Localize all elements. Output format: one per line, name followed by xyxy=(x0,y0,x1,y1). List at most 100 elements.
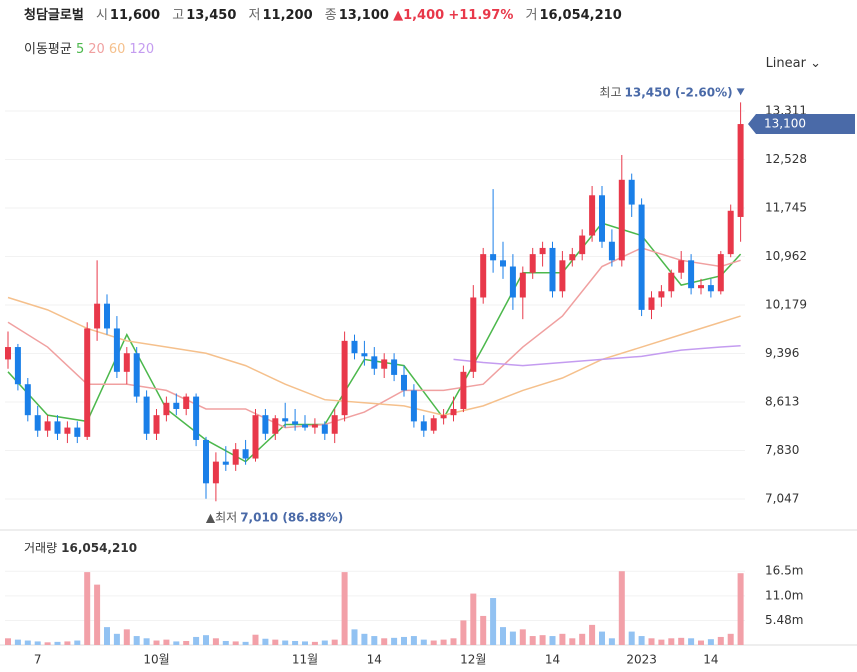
volume-bar xyxy=(727,633,734,645)
volume-bar xyxy=(361,633,368,645)
candle-body xyxy=(420,421,427,431)
volume-bar xyxy=(391,637,398,645)
high-note-text: 13,450 (-2.60%) xyxy=(625,85,733,99)
y-tick-label: 13,311 xyxy=(765,103,807,117)
candle-body xyxy=(74,427,81,437)
volume-bar xyxy=(163,639,170,645)
volume-bar xyxy=(668,638,675,645)
candle-body xyxy=(727,210,734,255)
y-tick-label: 8,613 xyxy=(765,394,799,408)
volume-bar xyxy=(371,636,378,645)
candle-body xyxy=(628,179,635,205)
y-tick-label: 7,047 xyxy=(765,491,799,505)
volume-bar xyxy=(173,641,180,645)
candle-body xyxy=(490,254,497,261)
volume-bar xyxy=(54,641,61,645)
candle-body xyxy=(569,254,576,261)
volume-bar xyxy=(648,638,655,645)
legend-entry: 5 xyxy=(75,42,85,57)
volume-bar xyxy=(34,641,41,645)
volume-bar xyxy=(44,642,51,645)
candle-body xyxy=(133,353,140,397)
x-tick-label: 10월 xyxy=(143,653,169,667)
y-tick-label: 5.48m xyxy=(765,613,803,627)
volume-bar xyxy=(64,641,71,645)
candle-body xyxy=(113,328,120,372)
field-label: 시 xyxy=(95,8,108,23)
volume-bar xyxy=(638,636,645,645)
volume-bar xyxy=(519,629,526,645)
candle-body xyxy=(331,415,338,434)
volume-bar xyxy=(94,584,101,645)
y-tick-label: 12,528 xyxy=(765,152,807,166)
candle-body xyxy=(351,340,358,354)
volume-bar xyxy=(212,638,219,645)
candle-body xyxy=(589,195,596,236)
volume-bar xyxy=(698,640,704,645)
candle-body xyxy=(460,371,467,409)
candle-body xyxy=(648,297,655,310)
candle-body xyxy=(579,235,586,255)
x-tick-label: 14 xyxy=(545,653,560,667)
volume-bar xyxy=(183,640,190,645)
volume-bar xyxy=(549,636,556,645)
x-tick-label: 11월 xyxy=(292,653,318,667)
candle-body xyxy=(717,254,724,292)
volume-bar xyxy=(143,638,150,645)
volume-bar xyxy=(351,629,358,645)
volume-bar xyxy=(113,633,120,645)
volume-bar xyxy=(608,638,615,645)
candle-body xyxy=(678,260,685,273)
candle-body xyxy=(519,272,526,298)
candle-body xyxy=(658,291,665,298)
volume-bar xyxy=(14,639,21,645)
volume-bar xyxy=(84,572,91,645)
candle-body xyxy=(381,359,388,369)
scale-select[interactable]: Linear ⌄ xyxy=(765,56,821,71)
high-note: 최고 13,450 (-2.60%) xyxy=(599,85,732,99)
legend-entry: 20 xyxy=(88,42,105,57)
change: ▲1,400 xyxy=(393,8,445,23)
volume-bar xyxy=(420,639,427,645)
candle-body xyxy=(480,254,487,298)
volume-bar xyxy=(618,571,625,645)
candle-body xyxy=(707,285,714,292)
candle-body xyxy=(410,390,417,422)
candle-body xyxy=(292,421,299,425)
volume-bar xyxy=(401,636,407,645)
candle-body xyxy=(500,260,506,267)
x-tick-label: 14 xyxy=(367,653,382,667)
volume-bar xyxy=(717,636,724,645)
volume-bar xyxy=(450,638,457,645)
candle-body xyxy=(104,303,110,329)
candle-body xyxy=(272,418,279,434)
volume-bar xyxy=(104,627,110,645)
candle-body xyxy=(252,415,259,459)
ma-line xyxy=(453,345,741,367)
candle-body xyxy=(401,374,407,391)
volume-bar xyxy=(222,640,229,645)
volume-bar xyxy=(460,620,467,645)
volume-bar xyxy=(539,635,546,645)
y-tick-label: 16.5m xyxy=(765,564,803,578)
candle-body xyxy=(638,204,645,310)
volume-bar xyxy=(252,634,259,645)
volume-bar xyxy=(242,641,249,645)
x-tick-label: 2023 xyxy=(626,653,657,667)
volume-bar xyxy=(589,624,596,645)
field-label: 거 xyxy=(525,8,538,23)
volume-bar xyxy=(490,598,497,645)
volume-bar xyxy=(341,572,348,645)
volume-bar xyxy=(153,640,160,645)
candle-body xyxy=(559,260,566,292)
ma-items: 5 20 60 120 xyxy=(76,42,158,57)
volume-bar xyxy=(302,641,308,645)
candle-body xyxy=(391,359,398,375)
y-tick-label: 7,830 xyxy=(765,443,799,457)
candle-body xyxy=(84,328,91,437)
candle-body xyxy=(371,356,378,369)
change-pct: +11.97% xyxy=(448,8,514,23)
volume-bar xyxy=(707,639,714,645)
